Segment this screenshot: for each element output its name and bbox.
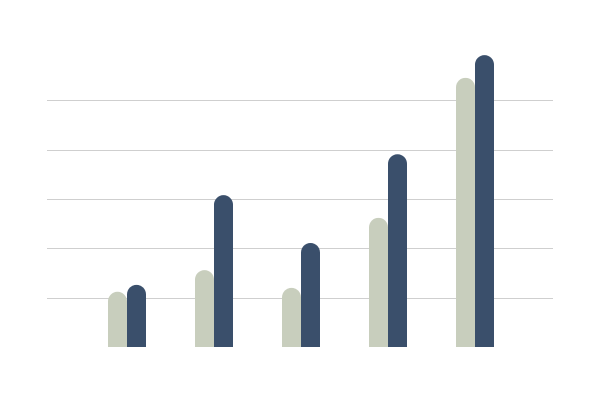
bar — [388, 154, 407, 347]
bar — [108, 291, 127, 347]
bar — [301, 242, 320, 347]
bar — [127, 284, 146, 347]
bar — [456, 77, 475, 348]
bar — [214, 195, 233, 347]
bar — [475, 55, 494, 348]
bar — [282, 287, 301, 347]
bar — [195, 270, 214, 347]
bar — [369, 217, 388, 347]
